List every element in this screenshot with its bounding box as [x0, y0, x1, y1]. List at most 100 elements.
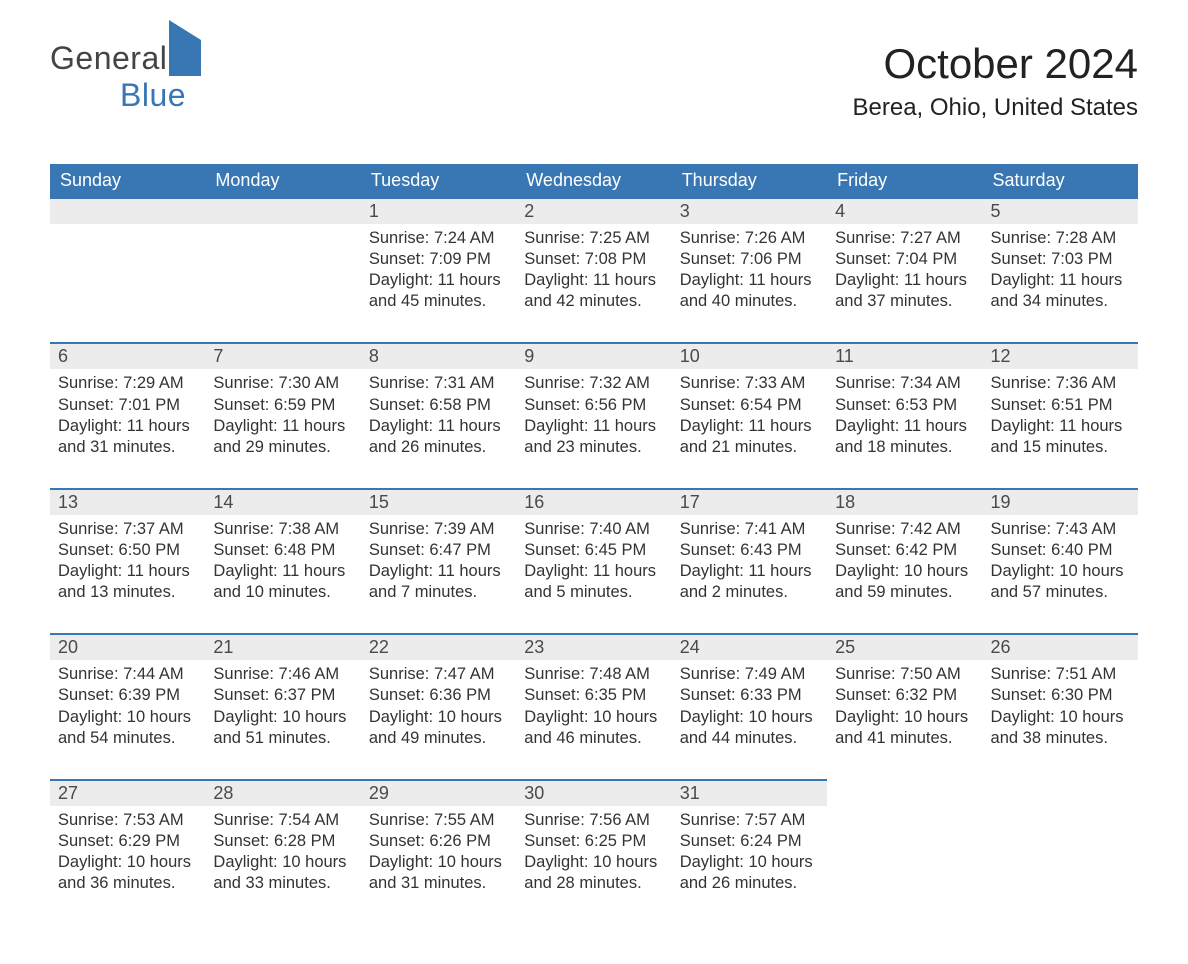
day-body-cell: Sunrise: 7:32 AMSunset: 6:56 PMDaylight:…: [516, 369, 671, 488]
day-number-cell: 15: [361, 489, 516, 515]
page-header: General Blue October 2024 Berea, Ohio, U…: [50, 40, 1138, 114]
day-number-cell: 4: [827, 198, 982, 224]
calendar-body: 12345Sunrise: 7:24 AMSunset: 7:09 PMDayl…: [50, 198, 1138, 924]
sunset-line: Sunset: 6:33 PM: [680, 686, 802, 704]
day-body-cell: [827, 806, 982, 924]
daylight-line: Daylight: 11 hours and 42 minutes.: [524, 271, 656, 310]
day-body-cell: Sunrise: 7:47 AMSunset: 6:36 PMDaylight:…: [361, 660, 516, 779]
daylight-line: Daylight: 10 hours and 31 minutes.: [369, 853, 502, 892]
sunrise-line: Sunrise: 7:24 AM: [369, 229, 495, 247]
daylight-line: Daylight: 10 hours and 41 minutes.: [835, 708, 968, 747]
sunset-line: Sunset: 6:59 PM: [213, 396, 335, 414]
sunrise-line: Sunrise: 7:38 AM: [213, 520, 339, 538]
day-body-cell: Sunrise: 7:25 AMSunset: 7:08 PMDaylight:…: [516, 224, 671, 343]
week-daynum-row: 13141516171819: [50, 489, 1138, 515]
daylight-line: Daylight: 10 hours and 46 minutes.: [524, 708, 657, 747]
sunrise-line: Sunrise: 7:56 AM: [524, 811, 650, 829]
day-number-cell: 12: [983, 343, 1138, 369]
daylight-line: Daylight: 11 hours and 26 minutes.: [369, 417, 501, 456]
sunrise-line: Sunrise: 7:34 AM: [835, 374, 961, 392]
sunset-line: Sunset: 6:30 PM: [991, 686, 1113, 704]
day-body-cell: Sunrise: 7:46 AMSunset: 6:37 PMDaylight:…: [205, 660, 360, 779]
logo-part2: Blue: [120, 77, 186, 113]
sunset-line: Sunset: 6:42 PM: [835, 541, 957, 559]
sunrise-line: Sunrise: 7:28 AM: [991, 229, 1117, 247]
sunset-line: Sunset: 6:50 PM: [58, 541, 180, 559]
sunset-line: Sunset: 6:58 PM: [369, 396, 491, 414]
sunset-line: Sunset: 6:39 PM: [58, 686, 180, 704]
sunset-line: Sunset: 6:37 PM: [213, 686, 335, 704]
day-header: Monday: [205, 164, 360, 198]
day-number-cell: 11: [827, 343, 982, 369]
day-number-cell: 1: [361, 198, 516, 224]
day-of-week-row: SundayMondayTuesdayWednesdayThursdayFrid…: [50, 164, 1138, 198]
day-body-cell: Sunrise: 7:33 AMSunset: 6:54 PMDaylight:…: [672, 369, 827, 488]
sunset-line: Sunset: 6:45 PM: [524, 541, 646, 559]
daylight-line: Daylight: 10 hours and 26 minutes.: [680, 853, 813, 892]
day-number-cell: 9: [516, 343, 671, 369]
daylight-line: Daylight: 11 hours and 15 minutes.: [991, 417, 1123, 456]
sunset-line: Sunset: 6:43 PM: [680, 541, 802, 559]
day-number-cell: 24: [672, 634, 827, 660]
day-number-cell: 22: [361, 634, 516, 660]
sunset-line: Sunset: 7:04 PM: [835, 250, 957, 268]
day-number-cell: [827, 780, 982, 806]
sunset-line: Sunset: 6:25 PM: [524, 832, 646, 850]
daylight-line: Daylight: 11 hours and 31 minutes.: [58, 417, 190, 456]
day-header: Sunday: [50, 164, 205, 198]
logo: General Blue: [50, 40, 201, 114]
week-body-row: Sunrise: 7:24 AMSunset: 7:09 PMDaylight:…: [50, 224, 1138, 343]
sunset-line: Sunset: 6:26 PM: [369, 832, 491, 850]
sunrise-line: Sunrise: 7:46 AM: [213, 665, 339, 683]
sunrise-line: Sunrise: 7:49 AM: [680, 665, 806, 683]
sunrise-line: Sunrise: 7:26 AM: [680, 229, 806, 247]
day-number-cell: 29: [361, 780, 516, 806]
month-title: October 2024: [853, 40, 1139, 88]
daylight-line: Daylight: 11 hours and 37 minutes.: [835, 271, 967, 310]
day-body-cell: Sunrise: 7:50 AMSunset: 6:32 PMDaylight:…: [827, 660, 982, 779]
week-body-row: Sunrise: 7:44 AMSunset: 6:39 PMDaylight:…: [50, 660, 1138, 779]
day-number-cell: 26: [983, 634, 1138, 660]
sunset-line: Sunset: 7:08 PM: [524, 250, 646, 268]
daylight-line: Daylight: 10 hours and 57 minutes.: [991, 562, 1124, 601]
daylight-line: Daylight: 11 hours and 34 minutes.: [991, 271, 1123, 310]
day-number-cell: 30: [516, 780, 671, 806]
day-number-cell: 23: [516, 634, 671, 660]
sunrise-line: Sunrise: 7:54 AM: [213, 811, 339, 829]
day-body-cell: Sunrise: 7:38 AMSunset: 6:48 PMDaylight:…: [205, 515, 360, 634]
sunrise-line: Sunrise: 7:41 AM: [680, 520, 806, 538]
sunset-line: Sunset: 6:54 PM: [680, 396, 802, 414]
day-body-cell: Sunrise: 7:43 AMSunset: 6:40 PMDaylight:…: [983, 515, 1138, 634]
day-number-cell: 7: [205, 343, 360, 369]
day-header: Tuesday: [361, 164, 516, 198]
daylight-line: Daylight: 10 hours and 59 minutes.: [835, 562, 968, 601]
sunrise-line: Sunrise: 7:30 AM: [213, 374, 339, 392]
day-body-cell: [983, 806, 1138, 924]
logo-text: General Blue: [50, 40, 201, 114]
week-daynum-row: 20212223242526: [50, 634, 1138, 660]
sunrise-line: Sunrise: 7:42 AM: [835, 520, 961, 538]
week-daynum-row: 6789101112: [50, 343, 1138, 369]
daylight-line: Daylight: 11 hours and 23 minutes.: [524, 417, 656, 456]
day-body-cell: Sunrise: 7:34 AMSunset: 6:53 PMDaylight:…: [827, 369, 982, 488]
day-body-cell: Sunrise: 7:37 AMSunset: 6:50 PMDaylight:…: [50, 515, 205, 634]
sunset-line: Sunset: 6:36 PM: [369, 686, 491, 704]
week-daynum-row: 2728293031: [50, 780, 1138, 806]
sunset-line: Sunset: 6:32 PM: [835, 686, 957, 704]
day-body-cell: Sunrise: 7:55 AMSunset: 6:26 PMDaylight:…: [361, 806, 516, 924]
sunrise-line: Sunrise: 7:29 AM: [58, 374, 184, 392]
day-body-cell: [50, 224, 205, 343]
day-header: Saturday: [983, 164, 1138, 198]
daylight-line: Daylight: 11 hours and 2 minutes.: [680, 562, 812, 601]
day-body-cell: Sunrise: 7:57 AMSunset: 6:24 PMDaylight:…: [672, 806, 827, 924]
sunrise-line: Sunrise: 7:47 AM: [369, 665, 495, 683]
sunset-line: Sunset: 6:24 PM: [680, 832, 802, 850]
day-number-cell: 27: [50, 780, 205, 806]
daylight-line: Daylight: 10 hours and 44 minutes.: [680, 708, 813, 747]
week-body-row: Sunrise: 7:29 AMSunset: 7:01 PMDaylight:…: [50, 369, 1138, 488]
day-number-cell: [205, 198, 360, 224]
sunset-line: Sunset: 7:03 PM: [991, 250, 1113, 268]
sunrise-line: Sunrise: 7:53 AM: [58, 811, 184, 829]
day-number-cell: [983, 780, 1138, 806]
day-body-cell: Sunrise: 7:26 AMSunset: 7:06 PMDaylight:…: [672, 224, 827, 343]
